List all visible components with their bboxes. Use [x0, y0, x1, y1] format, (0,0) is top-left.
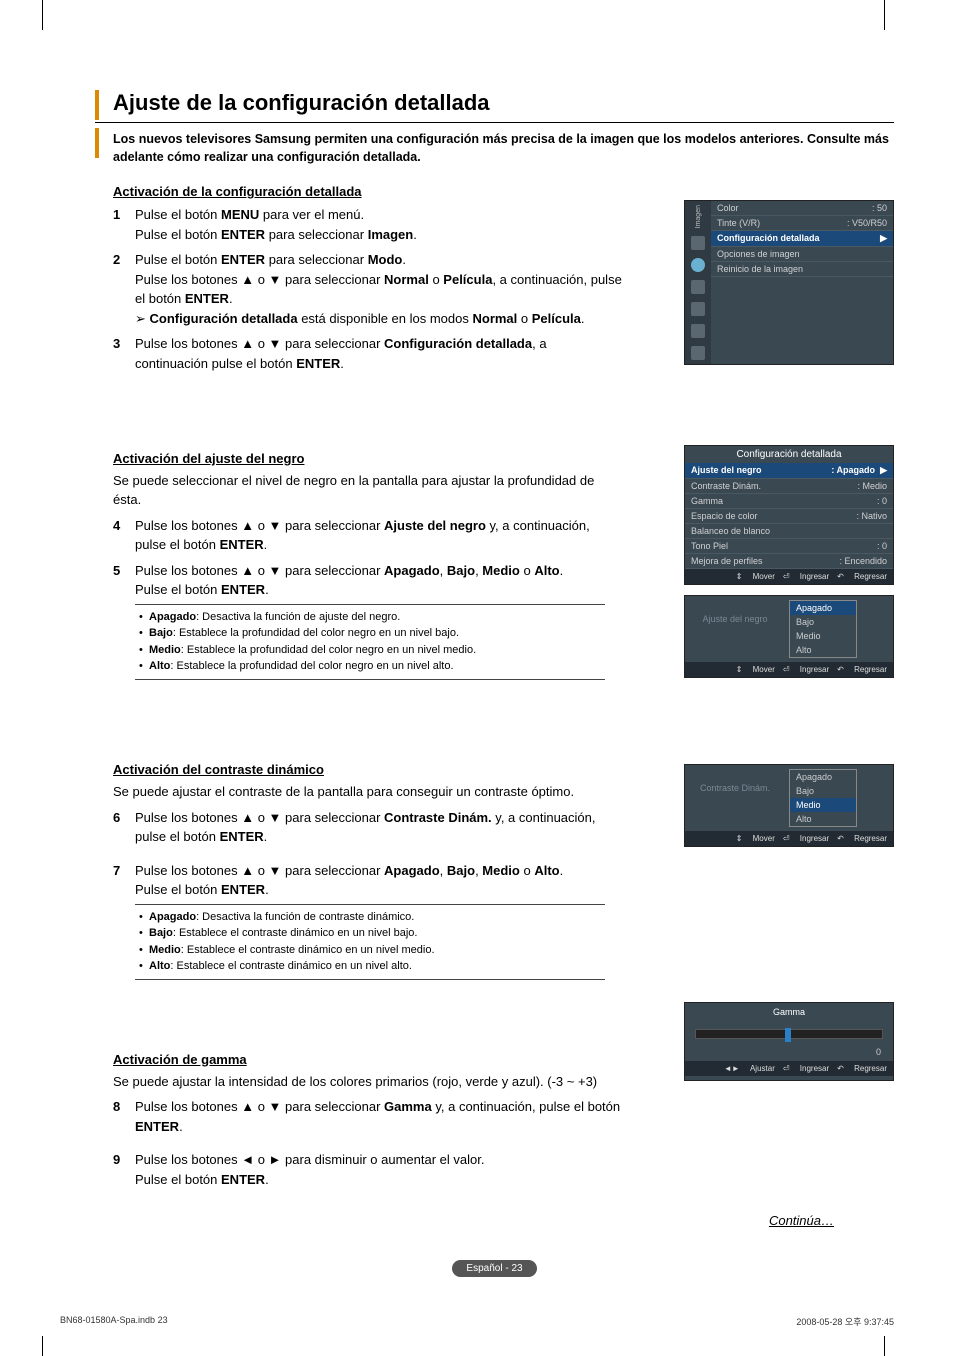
step-text: Pulse el botón MENU para ver el menú.Pul… [135, 205, 623, 244]
osd-option: Alto [790, 643, 856, 657]
slider-thumb [785, 1028, 791, 1042]
bullet-item: Medio: Establece la profundidad del colo… [139, 642, 599, 659]
manual-page: Ajuste de la configuración detallada Los… [0, 0, 954, 1296]
osd-option: Apagado [790, 601, 856, 615]
print-timestamp: 2008-05-28 오후 9:37:45 [796, 1315, 894, 1328]
bullet-item: Alto: Establece la profundidad del color… [139, 658, 599, 675]
note-text: ➢ Configuración detallada está disponibl… [135, 309, 635, 329]
osd-row: Tono Piel: 0 [685, 539, 893, 554]
step-text: Pulse los botones ▲ o ▼ para seleccionar… [135, 561, 623, 600]
bullet-item: Bajo: Establece la profundidad del color… [139, 625, 599, 642]
osd-row: Tinte (V/R): V50/R50 [711, 216, 893, 231]
osd-dropdown-contraste: Contraste Dinám. Apagado Bajo Medio Alto… [684, 764, 894, 847]
bullet-item: Medio: Establece el contraste dinámico e… [139, 942, 599, 959]
osd-option: Alto [790, 812, 856, 826]
bullet-item: Alto: Establece el contraste dinámico en… [139, 958, 599, 975]
step-number: 5 [113, 561, 135, 600]
step-text: Pulse el botón ENTER para seleccionar Mo… [135, 250, 623, 309]
step-number: 2 [113, 250, 135, 309]
osd-option: Apagado [790, 770, 856, 784]
section-heading: Activación de la configuración detallada [113, 184, 894, 199]
osd-row: Contraste Dinám.: Medio [685, 479, 893, 494]
osd-gamma-slider: Gamma 0 ◄► Ajustar⏎ Ingresar↶ Regresar [684, 1002, 894, 1081]
osd-sidebar-label: Imagen [695, 205, 702, 228]
app-icon [691, 346, 705, 360]
step-number: 1 [113, 205, 135, 244]
osd-row: Color: 50 [711, 201, 893, 216]
doc-reference: BN68-01580A-Spa.indb 23 [60, 1315, 168, 1328]
accent-bar [95, 90, 99, 120]
body-text: Se puede seleccionar el nivel de negro e… [113, 472, 623, 510]
step-number: 3 [113, 334, 135, 373]
step-text: Pulse los botones ▲ o ▼ para seleccionar… [135, 861, 623, 900]
osd-dropdown-label: Ajuste del negro [685, 596, 785, 662]
osd-title: Configuración detallada [685, 446, 893, 463]
osd-row: Espacio de color: Nativo [685, 509, 893, 524]
step-number: 4 [113, 516, 135, 555]
osd-option: Medio [790, 798, 856, 812]
slider-track [695, 1029, 883, 1039]
body-text: Se puede ajustar el contraste de la pant… [113, 783, 623, 802]
bullet-item: Apagado: Desactiva la función de contras… [139, 909, 599, 926]
bullet-item: Apagado: Desactiva la función de ajuste … [139, 609, 599, 626]
sound-icon [691, 258, 705, 272]
step-text: Pulse los botones ▲ o ▼ para seleccionar… [135, 808, 623, 847]
osd-row: Reinicio de la imagen [711, 262, 893, 277]
channel-icon [691, 280, 705, 294]
osd-row: Gamma: 0 [685, 494, 893, 509]
step-number: 6 [113, 808, 135, 847]
setup-icon [691, 302, 705, 316]
osd-footer: ⇕ Mover⏎ Ingresar↶ Regresar [685, 662, 893, 677]
osd-footer: ⇕ Mover⏎ Ingresar↶ Regresar [685, 569, 893, 584]
accent-bar [95, 128, 99, 158]
osd-footer: ⇕ Mover⏎ Ingresar↶ Regresar [685, 831, 893, 846]
osd-row: Mejora de perfiles: Encendido [685, 554, 893, 569]
body-text: Se puede ajustar la intensidad de los co… [113, 1073, 623, 1092]
osd-footer: ◄► Ajustar⏎ Ingresar↶ Regresar [685, 1061, 893, 1076]
divider [95, 122, 894, 123]
osd-row-selected: Ajuste del negro: Apagado ▶ [685, 463, 893, 479]
step-number: 8 [113, 1097, 135, 1136]
osd-title: Gamma [685, 1003, 893, 1021]
continue-text: Continúa… [95, 1213, 834, 1228]
tv-icon [691, 236, 705, 250]
slider-value: 0 [685, 1047, 893, 1061]
step-number: 9 [113, 1150, 135, 1189]
step-text: Pulse los botones ▲ o ▼ para seleccionar… [135, 334, 623, 373]
input-icon [691, 324, 705, 338]
osd-config-detallada: Configuración detallada Ajuste del negro… [684, 445, 894, 585]
osd-menu-imagen: Imagen Color: 50 Tinte (V/R): V50/R50 Co… [684, 200, 894, 365]
intro-text: Los nuevos televisores Samsung permiten … [113, 131, 894, 166]
osd-row: Opciones de imagen [711, 247, 893, 262]
osd-row-selected: Configuración detallada▶ [711, 231, 893, 247]
print-footer: BN68-01580A-Spa.indb 23 2008-05-28 오후 9:… [60, 1315, 894, 1328]
osd-dropdown-label: Contraste Dinám. [685, 765, 785, 831]
bullet-item: Bajo: Establece el contraste dinámico en… [139, 925, 599, 942]
osd-dropdown-ajuste-negro: Ajuste del negro Apagado Bajo Medio Alto… [684, 595, 894, 678]
page-title: Ajuste de la configuración detallada [113, 90, 894, 116]
step-text: Pulse los botones ▲ o ▼ para seleccionar… [135, 516, 623, 555]
osd-row: Balanceo de blanco [685, 524, 893, 539]
step-number: 7 [113, 861, 135, 900]
osd-option: Bajo [790, 615, 856, 629]
step-text: Pulse los botones ▲ o ▼ para seleccionar… [135, 1097, 623, 1136]
page-number-badge: Español - 23 [95, 1258, 894, 1276]
osd-option: Bajo [790, 784, 856, 798]
osd-option: Medio [790, 629, 856, 643]
step-text: Pulse los botones ◄ o ► para disminuir o… [135, 1150, 623, 1189]
